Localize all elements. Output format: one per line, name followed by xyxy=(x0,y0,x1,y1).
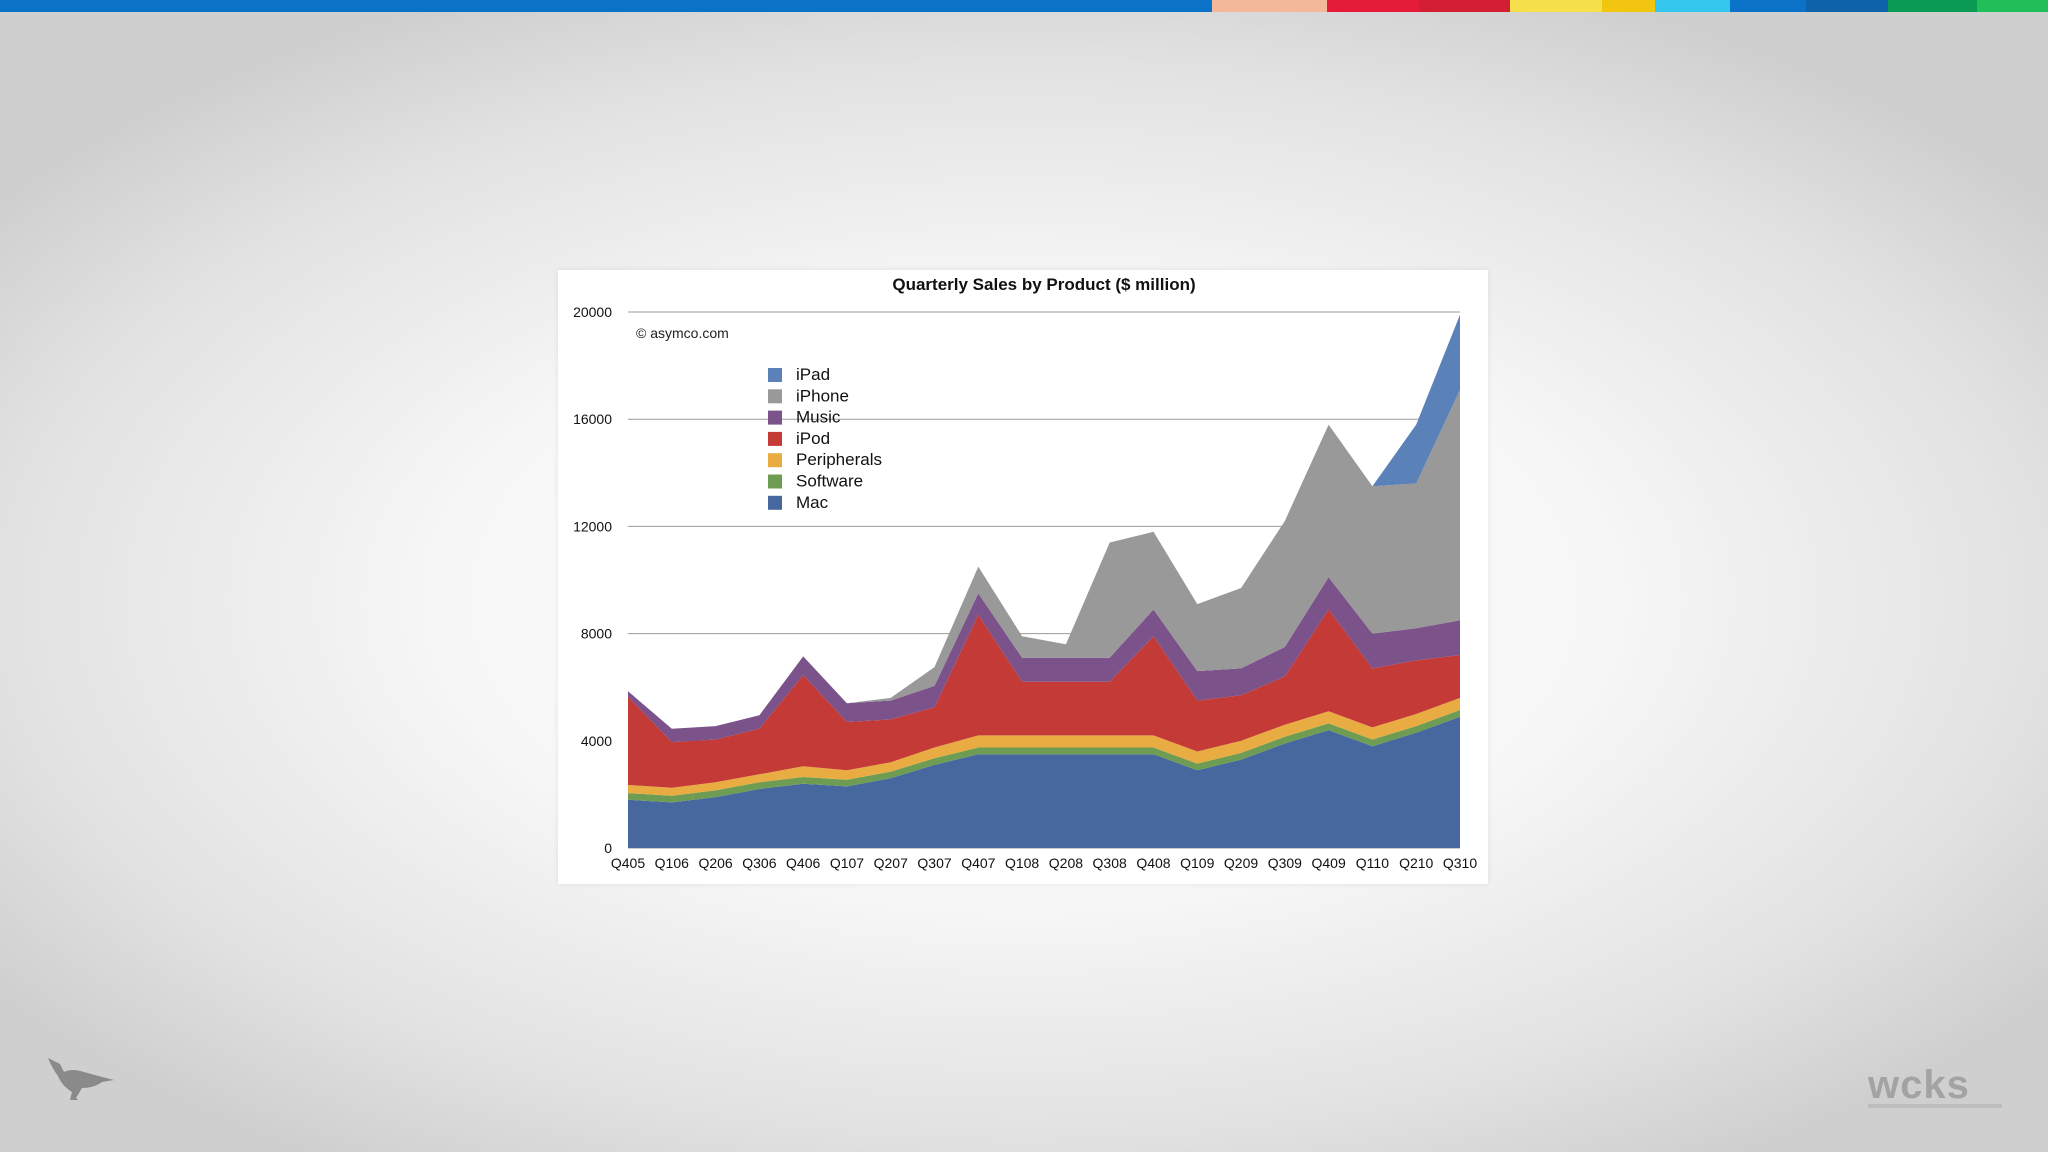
top-bar-segment xyxy=(1887,0,1977,12)
area-mac xyxy=(628,716,1460,848)
x-tick-label: Q106 xyxy=(655,855,689,871)
y-tick-label: 16000 xyxy=(573,411,612,427)
x-tick-label: Q206 xyxy=(698,855,732,871)
x-axis-ticks: Q405 Q106 Q206 Q306 Q406 Q107 Q207 Q307 Q407 Q108… xyxy=(611,855,1477,871)
top-bar-segment xyxy=(1418,0,1511,12)
x-tick-label: Q207 xyxy=(874,855,908,871)
top-bar-segment xyxy=(0,0,1212,12)
x-tick-label: Q407 xyxy=(961,855,995,871)
legend-swatch xyxy=(768,431,782,446)
x-tick-label: Q210 xyxy=(1399,855,1433,871)
area-peripherals xyxy=(628,697,1460,796)
x-tick-label: Q108 xyxy=(1005,855,1039,871)
top-bar-segment xyxy=(1510,0,1603,12)
x-tick-label: Q110 xyxy=(1356,855,1389,871)
x-tick-label: Q308 xyxy=(1093,855,1127,871)
top-bar-segment xyxy=(1326,0,1419,12)
bird-logo-icon xyxy=(48,1058,114,1115)
x-tick-label: Q107 xyxy=(830,855,864,871)
legend-swatch xyxy=(768,453,782,468)
y-tick-label: 8000 xyxy=(581,626,612,642)
x-tick-label: Q405 xyxy=(611,855,645,871)
chart-title: Quarterly Sales by Product ($ million) xyxy=(892,275,1195,294)
x-tick-label: Q306 xyxy=(742,855,776,871)
top-bar-segment xyxy=(1729,0,1807,12)
x-tick-label: Q309 xyxy=(1268,855,1302,871)
legend-swatch xyxy=(768,495,782,510)
legend-label: Mac xyxy=(796,493,829,512)
area-ipad xyxy=(1372,314,1460,487)
x-tick-label: Q209 xyxy=(1224,855,1258,871)
legend-label: iPad xyxy=(796,365,830,384)
x-tick-label: Q406 xyxy=(786,855,820,871)
stacked-areas xyxy=(628,314,1460,848)
legend-swatch xyxy=(768,410,782,425)
area-ipod xyxy=(628,609,1460,788)
top-bar-segment xyxy=(1602,0,1656,12)
legend-swatch xyxy=(768,474,782,489)
area-iphone xyxy=(846,389,1460,704)
chart-legend: iPad iPhone Music iPod Peripherals Software Ma… xyxy=(768,365,882,512)
legend-label: iPhone xyxy=(796,386,849,405)
copyright-annotation: © asymco.com xyxy=(636,325,729,341)
y-tick-label: 20000 xyxy=(573,304,612,320)
y-axis-ticks: 0 4000 8000 12000 16000 20000 xyxy=(573,304,612,856)
area-music xyxy=(628,577,1460,743)
top-bar-segment xyxy=(1211,0,1327,12)
y-tick-label: 12000 xyxy=(573,518,612,534)
x-tick-label: Q307 xyxy=(917,855,951,871)
area-software xyxy=(628,710,1460,803)
legend-swatch xyxy=(768,368,782,382)
brand-logo-text: wcks xyxy=(1867,1064,1970,1107)
x-tick-label: Q310 xyxy=(1443,855,1477,871)
x-tick-label: Q208 xyxy=(1049,855,1083,871)
legend-swatch xyxy=(768,389,782,404)
legend-label: Peripherals xyxy=(796,450,882,469)
top-color-bar xyxy=(0,0,2048,12)
x-tick-label: Q409 xyxy=(1312,855,1346,871)
y-tick-label: 4000 xyxy=(581,733,612,749)
brand-logo: wcks xyxy=(1866,1063,2006,1114)
legend-label: iPod xyxy=(796,429,830,448)
y-tick-label: 0 xyxy=(604,840,612,856)
legend-label: Music xyxy=(796,408,841,427)
chart-card: Quarterly Sales by Product ($ million) 0… xyxy=(558,270,1488,884)
chart-svg: Quarterly Sales by Product ($ million) 0… xyxy=(573,275,1477,871)
x-tick-label: Q109 xyxy=(1180,855,1214,871)
x-tick-label: Q408 xyxy=(1136,855,1170,871)
top-bar-segment xyxy=(1976,0,2048,12)
legend-label: Software xyxy=(796,472,863,491)
top-bar-segment xyxy=(1655,0,1730,12)
top-bar-segment xyxy=(1806,0,1888,12)
